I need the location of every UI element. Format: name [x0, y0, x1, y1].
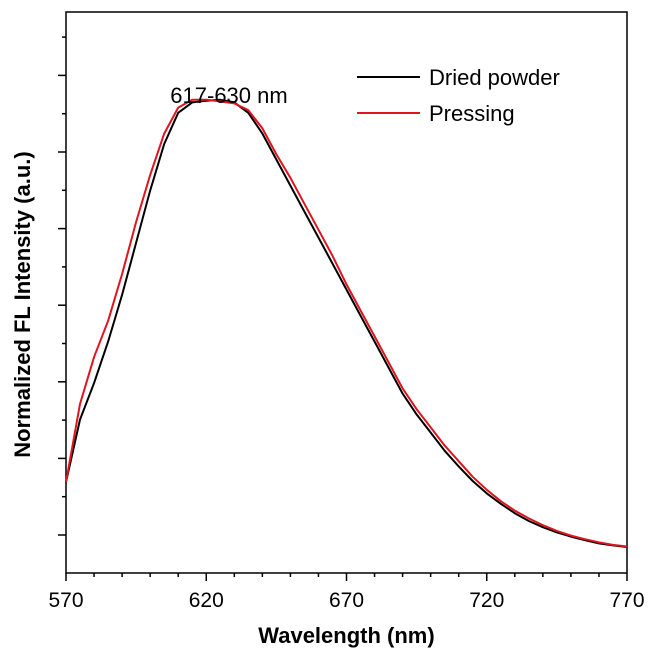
x-tick-label: 770 [609, 589, 644, 612]
legend-label-pressing: Pressing [429, 101, 515, 126]
x-axis-label: Wavelength (nm) [258, 623, 434, 648]
y-axis-label: Normalized FL Intensity (a.u.) [10, 151, 35, 457]
x-tick-label: 720 [469, 589, 504, 612]
x-tick-label: 670 [329, 589, 364, 612]
x-tick-label: 570 [48, 589, 83, 612]
x-tick-label: 620 [189, 589, 224, 612]
peak-range-annotation: 617-630 nm [170, 83, 287, 108]
legend-label-dried-powder: Dried powder [429, 65, 560, 90]
